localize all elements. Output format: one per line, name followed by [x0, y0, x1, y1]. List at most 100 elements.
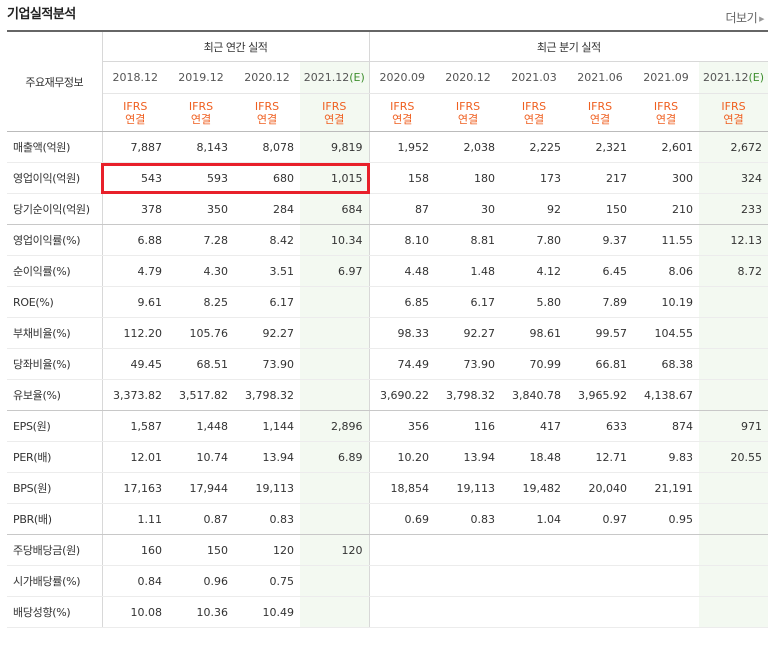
- value-cell: 417: [501, 410, 568, 442]
- value-cell: 8,078: [234, 131, 300, 163]
- row-label: 부채비율(%): [7, 317, 103, 349]
- value-cell: 2,601: [633, 131, 700, 163]
- value-cell: 3,965.92: [567, 379, 634, 411]
- value-cell: 8.72: [699, 255, 769, 287]
- value-cell: [699, 503, 769, 535]
- ifrs-badge: IFRS 연결: [102, 93, 168, 132]
- ifrs-top: IFRS: [721, 99, 746, 113]
- value-cell: [501, 565, 568, 597]
- ifrs-bottom: 연결: [589, 112, 611, 126]
- value-cell: 70.99: [501, 348, 568, 380]
- quarter-group-header: 최근 분기 실적: [368, 30, 769, 62]
- value-cell: 1,448: [168, 410, 234, 442]
- ifrs-bottom: 연결: [324, 112, 345, 126]
- table-row: 영업이익(억원) 543 593 680 1,015 158 180 173 217 300 324: [7, 162, 769, 194]
- row-label: 당좌비율(%): [7, 348, 103, 380]
- value-cell: 2,038: [435, 131, 502, 163]
- ifrs-bottom: 연결: [523, 112, 545, 126]
- period-header: 2021.03: [501, 61, 568, 94]
- value-cell: 593: [168, 162, 234, 194]
- value-cell: 4.30: [168, 255, 234, 287]
- table-row: 당기순이익(억원) 378 350 284 684 87 30 92 150 210 233: [7, 193, 769, 225]
- value-cell: 8.25: [168, 286, 234, 318]
- value-cell: [699, 472, 769, 504]
- value-cell: [699, 534, 769, 566]
- value-cell: 173: [501, 162, 568, 194]
- value-cell: 73.90: [435, 348, 502, 380]
- value-cell: 104.55: [633, 317, 700, 349]
- ifrs-bottom: 연결: [125, 112, 146, 126]
- row-label: 영업이익률(%): [7, 224, 103, 256]
- value-cell: 92.27: [234, 317, 300, 349]
- value-cell: 6.97: [300, 255, 370, 287]
- value-cell: [300, 379, 370, 411]
- ifrs-bottom: 연결: [256, 112, 278, 126]
- value-cell: 18.48: [501, 441, 568, 473]
- table-row: PBR(배) 1.11 0.87 0.83 0.69 0.83 1.04 0.97 0.95: [7, 503, 769, 535]
- value-cell: 684: [300, 193, 370, 225]
- ifrs-bottom: 연결: [723, 112, 744, 126]
- value-cell: 3,798.32: [435, 379, 502, 411]
- value-cell: 350: [168, 193, 234, 225]
- ifrs-top: IFRS: [390, 99, 415, 113]
- value-cell: 1.11: [102, 503, 168, 535]
- ifrs-badge: IFRS 연결: [234, 93, 300, 132]
- table-row: PER(배) 12.01 10.74 13.94 6.89 10.20 13.94 18.48…: [7, 441, 769, 473]
- value-cell: 300: [633, 162, 700, 194]
- table-row: EPS(원) 1,587 1,448 1,144 2,896 356 116 417 633 87…: [7, 410, 769, 442]
- value-cell: 8,143: [168, 131, 234, 163]
- value-cell: 874: [633, 410, 700, 442]
- ifrs-badge: IFRS 연결: [633, 93, 700, 132]
- row-label: 시가배당률(%): [7, 565, 103, 597]
- more-link[interactable]: 더보기 ▶: [725, 9, 764, 26]
- row-label: 유보율(%): [7, 379, 103, 411]
- ifrs-top: IFRS: [521, 99, 547, 113]
- value-cell: 7.28: [168, 224, 234, 256]
- row-label: ROE(%): [7, 286, 103, 318]
- ifrs-top: IFRS: [188, 99, 214, 113]
- value-cell: 1,952: [368, 131, 436, 163]
- value-cell: 116: [435, 410, 502, 442]
- value-cell: 98.61: [501, 317, 568, 349]
- value-cell: [300, 565, 370, 597]
- ifrs-badge: IFRS 연결: [699, 93, 769, 132]
- value-cell: 356: [368, 410, 436, 442]
- ifrs-bottom: 연결: [190, 112, 212, 126]
- value-cell: 98.33: [368, 317, 436, 349]
- value-cell: 1.04: [501, 503, 568, 535]
- value-cell: 18,854: [368, 472, 436, 504]
- table-row: 영업이익률(%) 6.88 7.28 8.42 10.34 8.10 8.81 7.80 9.3…: [7, 224, 769, 256]
- value-cell: [633, 596, 700, 628]
- value-cell: 74.49: [368, 348, 436, 380]
- value-cell: 4.79: [102, 255, 168, 287]
- table-row: BPS(원) 17,163 17,944 19,113 18,854 19,113 19,4…: [7, 472, 769, 504]
- value-cell: 9,819: [300, 131, 370, 163]
- row-label: 주당배당금(원): [7, 534, 103, 566]
- value-cell: 19,113: [435, 472, 502, 504]
- value-cell: 21,191: [633, 472, 700, 504]
- value-cell: 6.17: [435, 286, 502, 318]
- value-cell: 13.94: [435, 441, 502, 473]
- value-cell: [699, 596, 769, 628]
- period-label: 2021.12: [703, 71, 749, 84]
- label-header: 주요재무정보: [7, 30, 103, 132]
- value-cell: 378: [102, 193, 168, 225]
- value-cell: 9.83: [633, 441, 700, 473]
- value-cell: 210: [633, 193, 700, 225]
- value-cell: [300, 503, 370, 535]
- value-cell: 20.55: [699, 441, 769, 473]
- value-cell: [435, 534, 502, 566]
- value-cell: 13.94: [234, 441, 300, 473]
- value-cell: 0.75: [234, 565, 300, 597]
- period-header: 2021.12(E): [699, 61, 769, 94]
- value-cell: 1.48: [435, 255, 502, 287]
- value-cell: [435, 596, 502, 628]
- page-title: 기업실적분석: [7, 7, 76, 22]
- ifrs-badge: IFRS 연결: [300, 93, 370, 132]
- value-cell: 68.51: [168, 348, 234, 380]
- ifrs-badge: IFRS 연결: [435, 93, 502, 132]
- value-cell: 2,672: [699, 131, 769, 163]
- value-cell: 180: [435, 162, 502, 194]
- ifrs-top: IFRS: [653, 99, 679, 113]
- value-cell: 49.45: [102, 348, 168, 380]
